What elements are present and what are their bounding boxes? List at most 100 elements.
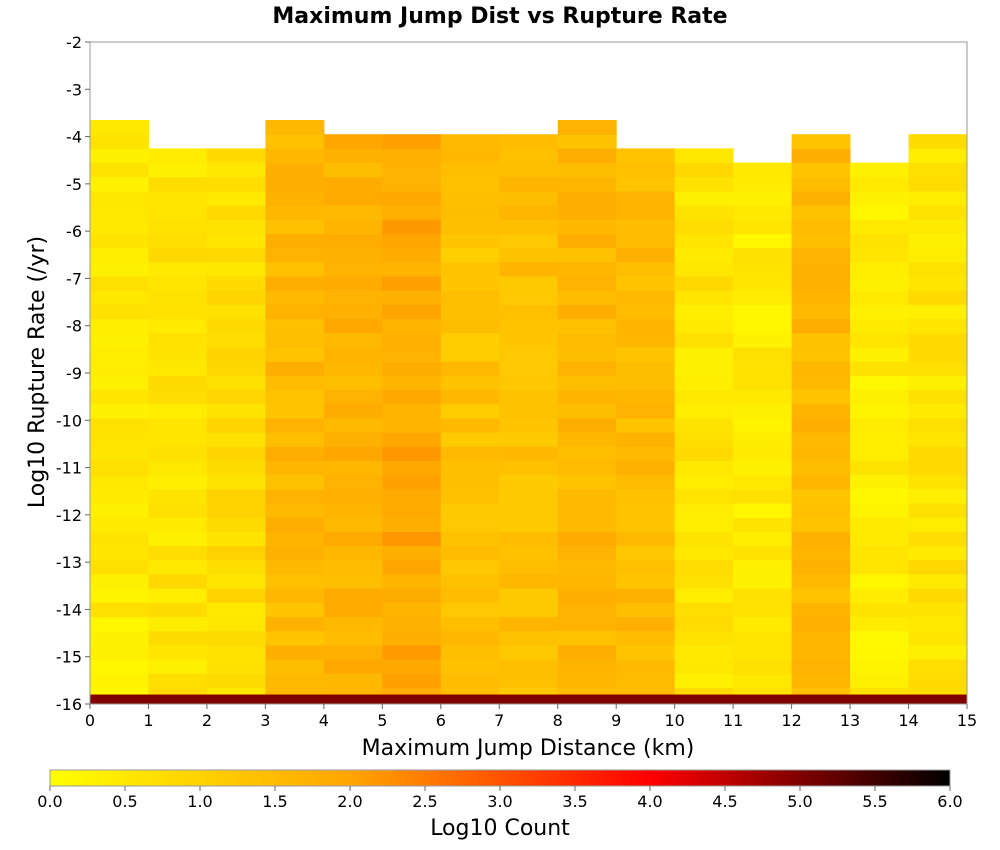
heatmap-cell (323, 644, 383, 660)
heatmap-cell (557, 176, 617, 192)
heatmap-cell (733, 176, 793, 192)
heatmap-cell (499, 361, 559, 376)
heatmap-cell (908, 602, 968, 618)
heatmap-cell (323, 659, 383, 674)
heatmap-cell (440, 375, 500, 391)
heatmap-cell (206, 318, 266, 334)
x-tick-label: 10 (664, 711, 684, 730)
heatmap-cell (382, 588, 442, 603)
heatmap-cell (382, 346, 442, 362)
heatmap-cell (557, 389, 617, 405)
heatmap-cell (557, 644, 617, 660)
heatmap-cell (616, 375, 676, 391)
heatmap-cell (908, 403, 968, 419)
heatmap-cell (382, 261, 442, 277)
heatmap-cell (206, 559, 266, 575)
heatmap-cell (908, 659, 968, 674)
heatmap-cell (850, 219, 910, 235)
y-tick-label: -14 (56, 600, 82, 619)
heatmap-cell (323, 616, 383, 632)
heatmap-cell (674, 261, 734, 277)
heatmap-cell (206, 361, 266, 376)
heatmap-cell (674, 176, 734, 192)
heatmap-cell (90, 120, 149, 135)
heatmap-cell (265, 446, 325, 461)
heatmap-cell (908, 432, 968, 447)
heatmap-cell (440, 446, 500, 461)
heatmap-cell (616, 318, 676, 334)
heatmap-cell (674, 517, 734, 532)
x-tick-label: 1 (143, 711, 153, 730)
heatmap-cell (382, 290, 442, 305)
heatmap-cell (90, 531, 149, 547)
heatmap-cell (499, 162, 559, 178)
heatmap-cell (499, 375, 559, 391)
heatmap-cell (850, 332, 910, 348)
heatmap-cell (382, 190, 442, 206)
heatmap-cell (206, 602, 266, 618)
heatmap-cell (206, 346, 266, 362)
heatmap-cell (265, 134, 325, 149)
heatmap-cell (850, 573, 910, 589)
heatmap-cell (674, 673, 734, 688)
heatmap-cell (148, 375, 208, 391)
heatmap-cell (265, 176, 325, 192)
heatmap-cell (148, 630, 208, 646)
y-tick-label: -7 (66, 269, 82, 288)
heatmap-cell (265, 559, 325, 575)
heatmap-cell (791, 460, 851, 476)
heatmap-cell (674, 446, 734, 461)
heatmap-cell (850, 460, 910, 476)
heatmap-cell (674, 205, 734, 220)
heatmap-cell (206, 162, 266, 178)
heatmap-cell (382, 176, 442, 192)
heatmap-cell (148, 332, 208, 348)
heatmap-cell (382, 474, 442, 490)
heatmap-cell (265, 602, 325, 618)
heatmap-cell (733, 361, 793, 376)
heatmap-cell (733, 460, 793, 476)
heatmap-cell (850, 162, 910, 178)
heatmap-cell (90, 332, 149, 348)
heatmap-cell (850, 517, 910, 532)
heatmap-cell (265, 545, 325, 561)
heatmap-cell (791, 247, 851, 263)
heatmap-cell (90, 659, 149, 674)
heatmap-cell (148, 389, 208, 405)
heatmap-cell (323, 573, 383, 589)
heatmap-cell (850, 644, 910, 660)
heatmap-cell (674, 403, 734, 419)
heatmap-cell (908, 630, 968, 646)
heatmap-cell (206, 375, 266, 391)
heatmap-cell (499, 417, 559, 433)
heatmap-cell (674, 304, 734, 320)
heatmap-cell (791, 446, 851, 461)
heatmap-cell (616, 361, 676, 376)
heatmap-cell (148, 148, 208, 164)
heatmap-cell (90, 346, 149, 362)
heatmap-cell (733, 559, 793, 575)
heatmap-cell (557, 673, 617, 688)
heatmap-cell (791, 644, 851, 660)
heatmap-cell (323, 361, 383, 376)
heatmap-cell (440, 261, 500, 277)
heatmap-cell (850, 602, 910, 618)
heatmap-cell (557, 616, 617, 632)
heatmap-cell (499, 602, 559, 618)
heatmap-cell (499, 134, 559, 149)
heatmap-cell (616, 162, 676, 178)
heatmap-cell (850, 361, 910, 376)
heatmap-cell (616, 346, 676, 362)
heatmap-cell (206, 573, 266, 589)
heatmap-cell (850, 190, 910, 206)
heatmap-cell (90, 616, 149, 632)
heatmap-cell (850, 261, 910, 277)
heatmap-cell (90, 432, 149, 447)
heatmap-cell (90, 219, 149, 235)
heatmap-cell (206, 503, 266, 518)
heatmap-cell (791, 659, 851, 674)
heatmap-cell (850, 233, 910, 249)
heatmap-cell (791, 545, 851, 561)
heatmap-cell (733, 332, 793, 348)
heatmap-cell (206, 545, 266, 561)
